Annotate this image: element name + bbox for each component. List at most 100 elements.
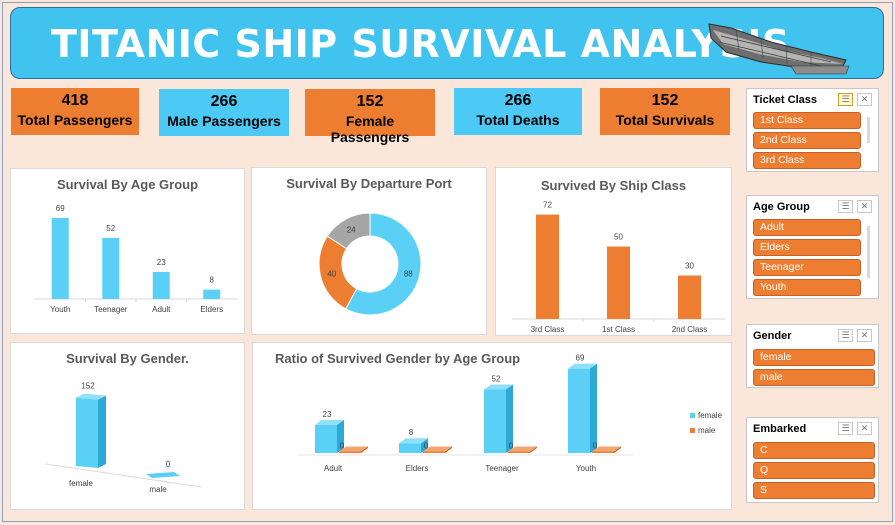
slicer-item-2nd-class[interactable]: 2nd Class [753, 132, 861, 149]
clear-filter-icon[interactable]: ✕ [857, 93, 872, 106]
slicer-item-q[interactable]: Q [753, 462, 875, 479]
kpi-value: 266 [504, 92, 532, 109]
slicer-item-youth[interactable]: Youth [753, 279, 861, 296]
kpi-male-passengers: 266 Male Passengers [159, 89, 289, 136]
data-label: 8 [409, 428, 414, 437]
bar-top [339, 446, 368, 452]
donut-slice [318, 235, 358, 310]
bar-side [98, 395, 106, 468]
slicer-item-c[interactable]: C [753, 442, 875, 459]
bar-front [399, 443, 421, 453]
category-label: Elders [200, 305, 223, 314]
clear-filter-icon[interactable]: ✕ [857, 422, 872, 435]
slicer-age-group: Age Group ☰ ✕ Adult Elders Teenager Yout… [746, 195, 879, 299]
kpi-label: Total Passengers [17, 112, 133, 128]
slicer-item-3rd-class[interactable]: 3rd Class [753, 152, 861, 169]
dashboard-title: TITANIC SHIP SURVIVAL ANALYSIS [51, 22, 790, 66]
slicer-scrollbar[interactable] [867, 226, 870, 278]
bar [102, 237, 120, 299]
bar-side [530, 446, 537, 453]
bar-front [315, 424, 337, 453]
slice-label: 40 [327, 270, 336, 279]
kpi-value: 152 [356, 93, 384, 110]
chart-title: Survived By Ship Class [540, 178, 687, 193]
category-label: Adult [152, 305, 171, 314]
x-axis-line [45, 463, 202, 488]
bar-front [568, 368, 590, 453]
data-label: 30 [685, 262, 694, 271]
slicer-item-female[interactable]: female [753, 349, 875, 366]
slicer-title: Gender [753, 330, 792, 342]
category-label: Youth [50, 305, 70, 314]
category-label: 1st Class [602, 325, 635, 334]
bar [607, 246, 630, 319]
bar-top [568, 363, 597, 369]
slicer-title: Age Group [753, 201, 810, 213]
chart-gender: Survival By Gender. 152 female 0 male [10, 342, 245, 510]
bar-front [484, 389, 506, 453]
kpi-value: 266 [210, 93, 238, 110]
slice-label: 24 [347, 225, 356, 234]
bar [536, 214, 559, 319]
category-label: male [149, 485, 167, 494]
slicer-embarked: Embarked ☰ ✕ C Q S [746, 417, 879, 503]
slicer-title: Ticket Class [753, 94, 818, 106]
legend-swatch [690, 413, 695, 418]
slicer-title: Embarked [753, 423, 807, 435]
data-label: 8 [210, 276, 215, 285]
slice-label: 88 [404, 270, 413, 279]
bar-side [590, 363, 597, 453]
legend-label: female [698, 411, 723, 420]
bar [678, 275, 701, 319]
data-label: 50 [614, 233, 623, 242]
kpi-label: Total Deaths [476, 112, 560, 128]
kpi-total-passengers: 418 Total Passengers [11, 88, 139, 135]
bar-side [361, 446, 368, 453]
chart-title: Ratio of Survived Gender by Age Group [275, 351, 521, 366]
bar-front [76, 397, 98, 468]
slicer-item-elders[interactable]: Elders [753, 239, 861, 256]
multi-select-icon[interactable]: ☰ [838, 93, 853, 106]
kpi-label: Female Passengers [330, 113, 410, 145]
slicer-item-1st-class[interactable]: 1st Class [753, 112, 861, 129]
slicer-item-s[interactable]: S [753, 482, 875, 499]
bar-top [423, 446, 452, 452]
slicer-scrollbar[interactable] [867, 117, 870, 143]
bar-front [423, 451, 445, 453]
slicer-ticket-class: Ticket Class ☰ ✕ 1st Class 2nd Class 3rd… [746, 88, 879, 172]
bar-top [508, 446, 537, 452]
data-label: 0 [166, 460, 171, 469]
multi-select-icon[interactable]: ☰ [838, 200, 853, 213]
bar-side [614, 446, 621, 453]
data-label: 52 [106, 224, 115, 233]
multi-select-icon[interactable]: ☰ [838, 329, 853, 342]
donut-slice [345, 212, 422, 316]
ship-class-bar-chart: 72 3rd Class 50 1st Class 30 2nd Class [512, 201, 725, 334]
slicer-item-adult[interactable]: Adult [753, 219, 861, 236]
chart-ship-class: Survived By Ship Class 72 3rd Class 50 1st … [495, 167, 732, 336]
ship-wreck-image [708, 23, 850, 75]
chart-title: Survival By Age Group [56, 177, 199, 192]
data-label: 72 [543, 201, 552, 210]
category-label: 2nd Class [672, 325, 708, 334]
category-label: 3rd Class [531, 325, 565, 334]
donut-slice [326, 212, 371, 250]
kpi-value: 418 [61, 92, 89, 109]
bar-side [337, 419, 344, 453]
slicer-item-teenager[interactable]: Teenager [753, 259, 861, 276]
kpi-female-passengers: 152 Female Passengers [305, 89, 435, 145]
data-label: 69 [576, 354, 585, 363]
clear-filter-icon[interactable]: ✕ [857, 329, 872, 342]
category-label: Teenager [94, 305, 128, 314]
bar-front [508, 451, 530, 453]
data-label: 52 [492, 374, 501, 383]
legend-swatch [690, 428, 695, 433]
kpi-total-survivals: 152 Total Survivals [600, 88, 730, 135]
clear-filter-icon[interactable]: ✕ [857, 200, 872, 213]
data-label: 0 [340, 442, 345, 451]
data-label: 152 [81, 382, 95, 391]
category-label: female [69, 479, 94, 488]
multi-select-icon[interactable]: ☰ [838, 422, 853, 435]
bar-front [592, 451, 614, 453]
slicer-item-male[interactable]: male [753, 369, 875, 386]
